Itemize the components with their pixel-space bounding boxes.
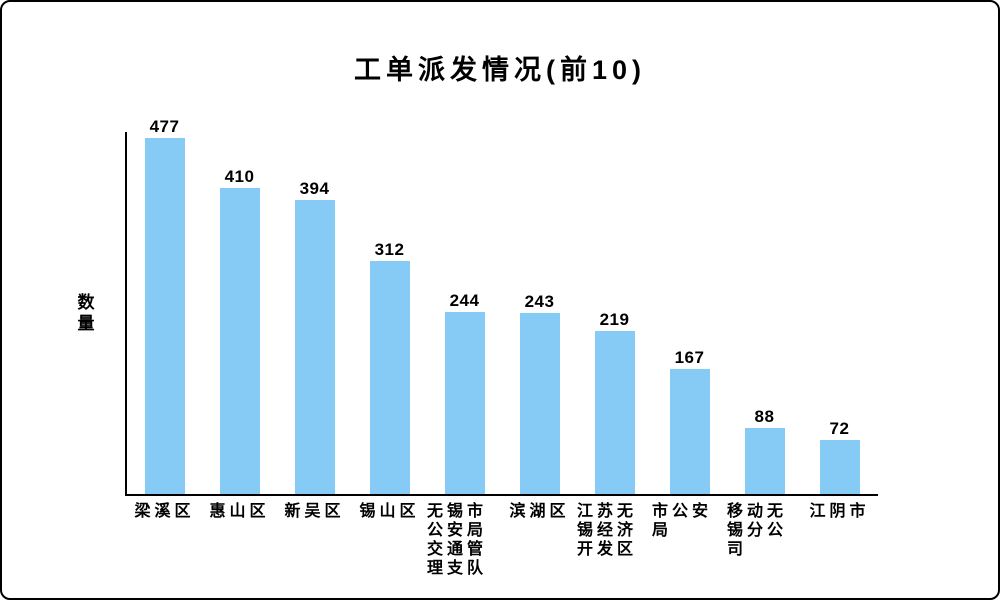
x-axis-tick-label: 市公安局 [652, 503, 713, 539]
bar [369, 261, 410, 494]
x-axis-tick-label: 移动无锡分公司 [727, 503, 788, 558]
bar-group: 244 [427, 292, 502, 494]
x-axis-tick-label: 锡山区 [359, 503, 420, 520]
x-axis-tick: 惠山区 [202, 502, 277, 521]
x-axis-tick-label: 滨湖区 [509, 503, 570, 520]
bar-value-label: 477 [149, 117, 180, 136]
x-axis-tick-label: 新吴区 [284, 503, 345, 520]
bar-group: 219 [577, 311, 652, 494]
bar [669, 369, 710, 494]
bar-group: 88 [727, 408, 802, 494]
bar-value-label: 167 [674, 348, 705, 367]
x-axis-tick-label: 惠山区 [209, 503, 270, 520]
x-axis-tick-label: 江阴市 [809, 503, 870, 520]
plot-area: 477 410 394 312 244 243 219 167 88 72 [125, 118, 878, 496]
bar [819, 440, 860, 494]
x-axis-tick-label: 江苏无锡经济开发区 [577, 503, 638, 558]
x-axis-tick: 江阴市 [802, 502, 877, 521]
bar-group: 312 [352, 241, 427, 494]
bar [144, 138, 185, 494]
x-axis-tick: 江苏无锡经济开发区 [577, 502, 652, 559]
bar [594, 331, 635, 494]
x-axis-tick: 无锡市公安局交通管理支队 [427, 502, 502, 578]
y-axis-label: 数量 [77, 293, 95, 333]
bar [744, 428, 785, 494]
bar-value-label: 72 [829, 419, 850, 438]
x-axis-labels-row: 梁溪区 惠山区 新吴区 锡山区 无锡市公安局交通管理支队 滨湖区 江苏无锡经济开发区 市公安局… [127, 502, 877, 578]
x-axis-tick: 锡山区 [352, 502, 427, 521]
bar [219, 188, 260, 494]
x-axis-tick: 梁溪区 [127, 502, 202, 521]
bars-row: 477 410 394 312 244 243 219 167 88 72 [127, 118, 877, 494]
bar-group: 477 [127, 118, 202, 494]
x-axis-tick: 市公安局 [652, 502, 727, 540]
bar-group: 410 [202, 168, 277, 494]
bar-group: 243 [502, 293, 577, 494]
x-axis-tick: 移动无锡分公司 [727, 502, 802, 559]
bar-value-label: 243 [524, 292, 555, 311]
x-axis-tick: 滨湖区 [502, 502, 577, 521]
bar [444, 312, 485, 494]
bar [294, 200, 335, 494]
bar-value-label: 219 [599, 310, 630, 329]
bar-value-label: 88 [754, 407, 775, 426]
bar [519, 313, 560, 494]
chart-title: 工单派发情况(前10) [353, 55, 646, 85]
x-axis-tick: 新吴区 [277, 502, 352, 521]
bar-group: 394 [277, 180, 352, 494]
bar-value-label: 410 [224, 167, 255, 186]
bar-group: 72 [802, 420, 877, 494]
bar-group: 167 [652, 349, 727, 494]
bar-value-label: 394 [299, 179, 330, 198]
bar-value-label: 312 [374, 240, 405, 259]
x-axis-tick-label: 无锡市公安局交通管理支队 [427, 503, 488, 577]
bar-value-label: 244 [449, 291, 480, 310]
x-axis-tick-label: 梁溪区 [134, 503, 195, 520]
